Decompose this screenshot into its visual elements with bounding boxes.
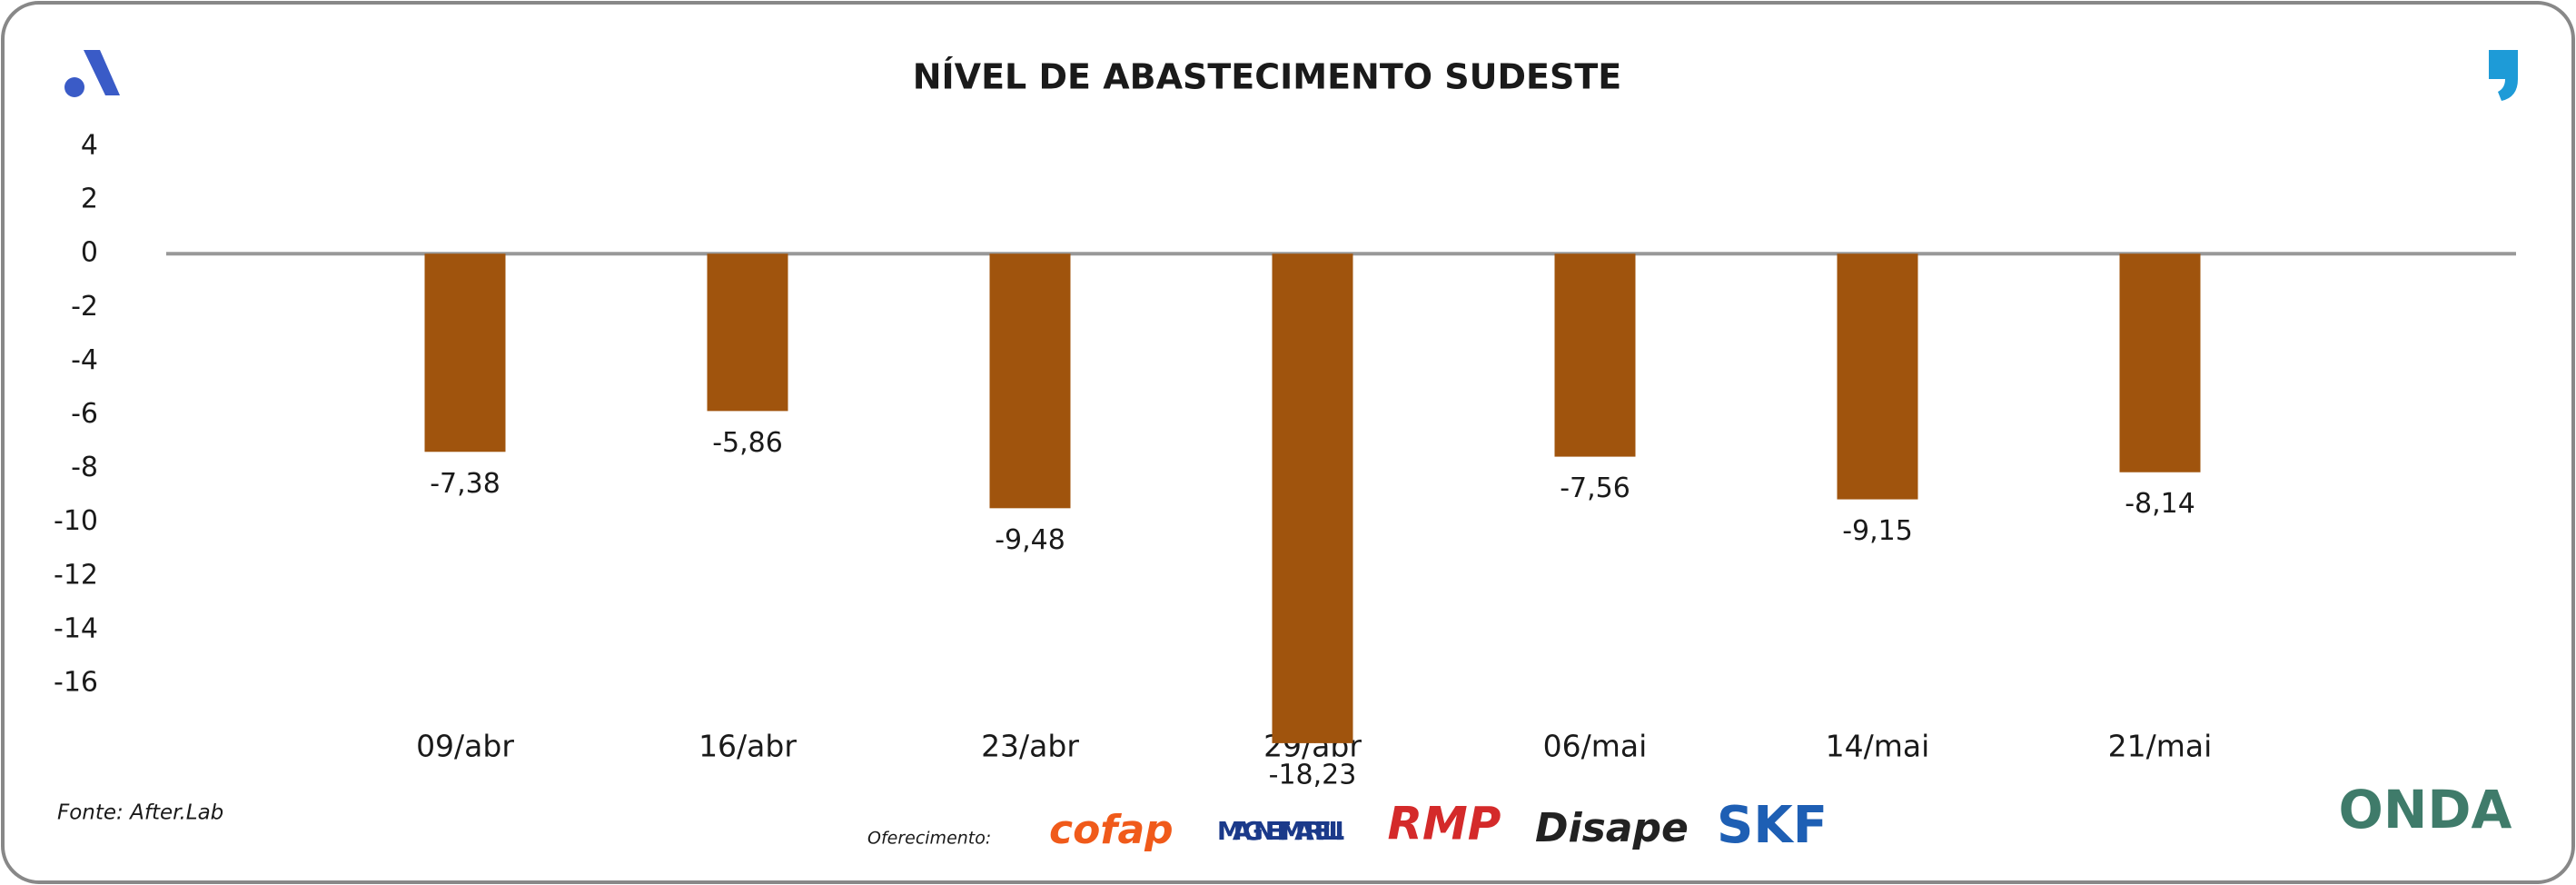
sponsor-logo: MAGNETI MARELLI	[1217, 816, 1345, 846]
quote-icon	[2489, 50, 2518, 101]
y-tick-label: 0	[81, 237, 98, 269]
bar	[1554, 254, 1636, 457]
logo	[64, 50, 120, 97]
sponsor-logo: RMP	[1388, 798, 1501, 850]
y-tick-label: -8	[71, 452, 98, 483]
value-label: -18,23	[1269, 759, 1357, 791]
bar	[1272, 254, 1353, 743]
x-tick-label: 23/abr	[981, 729, 1079, 764]
y-tick-label: -6	[71, 398, 98, 430]
bar	[707, 254, 788, 412]
sponsor-logo: Disape	[1535, 805, 1689, 851]
value-label: -7,38	[430, 468, 500, 500]
bar	[2119, 254, 2201, 472]
y-tick-label: -12	[54, 559, 98, 591]
x-tick-label: 06/mai	[1543, 729, 1648, 764]
y-tick-label: -16	[54, 667, 98, 699]
value-label: -9,15	[1842, 515, 1913, 547]
bar	[424, 254, 506, 452]
y-tick-label: -10	[54, 505, 98, 537]
y-tick-label: -4	[71, 344, 98, 376]
value-label: -5,86	[712, 427, 783, 459]
y-tick-label: 4	[81, 130, 98, 162]
x-tick-label: 16/abr	[698, 729, 797, 764]
source: Fonte: After.Lab	[57, 801, 223, 825]
x-tick-label: 14/mai	[1826, 729, 1930, 764]
sponsor-logo: SKF	[1717, 796, 1828, 855]
value-label: -9,48	[995, 524, 1065, 556]
x-tick-label: 09/abr	[416, 729, 514, 764]
bar	[1837, 254, 1918, 500]
chart-title: NÍVEL DE ABASTECIMENTO SUDESTE	[913, 57, 1622, 97]
y-tick-label: 2	[81, 184, 98, 215]
sponsor-label: Oferecimento:	[867, 829, 991, 849]
value-label: -7,56	[1560, 472, 1630, 504]
brand-logo: ONDA	[2339, 779, 2512, 840]
y-tick-label: -14	[54, 612, 98, 644]
bar	[989, 254, 1071, 509]
sponsor-logo: cofap	[1049, 807, 1174, 853]
x-tick-label: 21/mai	[2108, 729, 2213, 764]
value-label: -8,14	[2125, 488, 2195, 520]
y-tick-label: -2	[71, 291, 98, 323]
